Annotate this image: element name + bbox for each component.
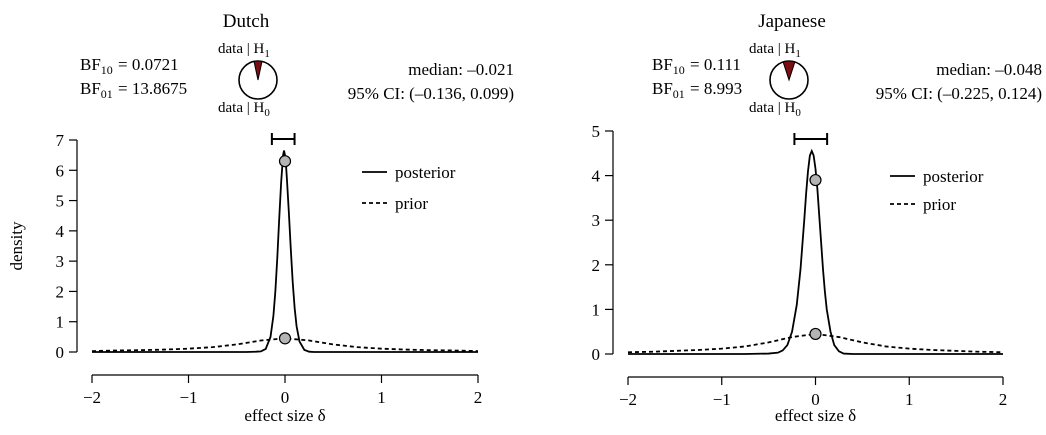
density-point bbox=[809, 173, 822, 187]
series-prior-line bbox=[627, 333, 1004, 354]
bf10-label-subscript: 10 bbox=[101, 63, 113, 77]
pie-h0-label: data | H0 bbox=[218, 100, 270, 119]
x-tick-label: 0 bbox=[811, 390, 820, 409]
y-tick-label: 3 bbox=[592, 211, 601, 230]
y-tick-label: 2 bbox=[592, 256, 601, 275]
y-tick-label: 4 bbox=[592, 167, 601, 186]
y-tick-label: 7 bbox=[56, 131, 65, 150]
pie-h0-label-subscript: 0 bbox=[264, 107, 270, 119]
bf01-value: = 8.993 bbox=[690, 79, 742, 98]
y-tick-label: 0 bbox=[592, 345, 601, 364]
pie-h1-label-text: data | H bbox=[218, 41, 264, 57]
legend-prior-label: prior bbox=[395, 194, 428, 213]
bf01-value: = 13.8675 bbox=[118, 79, 187, 98]
x-tick-label: 1 bbox=[905, 390, 914, 409]
density-point bbox=[809, 327, 822, 341]
bf01-label-subscript: 01 bbox=[673, 87, 685, 101]
y-tick-label: 1 bbox=[592, 300, 601, 319]
series-posterior-line bbox=[628, 148, 1003, 355]
ci-text: 95% CI: (–0.225, 0.124) bbox=[876, 84, 1042, 103]
x-tick-label: 0 bbox=[281, 388, 290, 407]
y-tick-label: 6 bbox=[56, 161, 65, 180]
median-text: median: –0.048 bbox=[936, 60, 1042, 79]
pie-h0-label: data | H0 bbox=[749, 100, 801, 119]
x-tick-label: 1 bbox=[377, 388, 386, 407]
pie-h1-label: data | H1 bbox=[218, 41, 270, 60]
x-axis-label: effect size δ bbox=[244, 406, 325, 425]
bf01-label-subscript: 01 bbox=[101, 87, 113, 101]
pie-h0-label-text: data | H bbox=[218, 100, 264, 116]
pie-h0-label-subscript: 0 bbox=[795, 107, 801, 119]
x-tick-label: 2 bbox=[474, 388, 483, 407]
bf01-label: BF01 bbox=[652, 79, 685, 101]
bf01-label-text: BF bbox=[652, 79, 673, 98]
x-tick-label: −2 bbox=[83, 388, 101, 407]
bf10-value: = 0.111 bbox=[690, 55, 741, 74]
y-tick-label: 1 bbox=[56, 313, 65, 332]
bf10-label-text: BF bbox=[652, 55, 673, 74]
legend-prior-label: prior bbox=[923, 195, 956, 214]
bf10-label-subscript: 10 bbox=[673, 63, 685, 77]
legend-posterior-label: posterior bbox=[923, 167, 984, 186]
y-tick-label: 5 bbox=[56, 192, 65, 211]
pie-h1-label-subscript: 1 bbox=[264, 48, 270, 60]
bf01-label-text: BF bbox=[80, 79, 101, 98]
density-point bbox=[278, 155, 292, 168]
bf10-value: = 0.0721 bbox=[118, 55, 179, 74]
pie-h1-slice bbox=[782, 60, 796, 82]
series-prior-line bbox=[91, 337, 479, 352]
pie-h1-label: data | H1 bbox=[749, 41, 801, 60]
y-tick-label: 4 bbox=[56, 222, 65, 241]
median-text: median: –0.021 bbox=[408, 60, 514, 79]
pie-h1-label-subscript: 1 bbox=[795, 48, 801, 60]
bf10-label: BF10 bbox=[652, 55, 685, 77]
legend-posterior-label: posterior bbox=[395, 163, 456, 182]
y-tick-label: 0 bbox=[56, 343, 65, 362]
x-tick-label: −1 bbox=[179, 388, 197, 407]
x-tick-label: 2 bbox=[999, 390, 1008, 409]
ci-text: 95% CI: (–0.136, 0.099) bbox=[348, 84, 514, 103]
bf10-label-text: BF bbox=[80, 55, 101, 74]
x-tick-label: −2 bbox=[619, 390, 637, 409]
x-axis-label: effect size δ bbox=[775, 406, 856, 425]
x-tick-label: −1 bbox=[713, 390, 731, 409]
y-tick-label: 2 bbox=[56, 282, 65, 301]
chart-title: Japanese bbox=[758, 11, 826, 32]
pie-h0-label-text: data | H bbox=[749, 100, 795, 116]
pie-h1-slice bbox=[253, 60, 263, 81]
density-point bbox=[278, 332, 292, 345]
pie-h1-label-text: data | H bbox=[749, 41, 795, 57]
bf10-label: BF10 bbox=[80, 55, 113, 77]
chart-title: Dutch bbox=[223, 11, 270, 32]
bf01-label: BF01 bbox=[80, 79, 113, 101]
y-axis-label: density bbox=[7, 221, 26, 271]
y-tick-label: 5 bbox=[592, 122, 601, 141]
y-tick-label: 3 bbox=[56, 252, 65, 271]
